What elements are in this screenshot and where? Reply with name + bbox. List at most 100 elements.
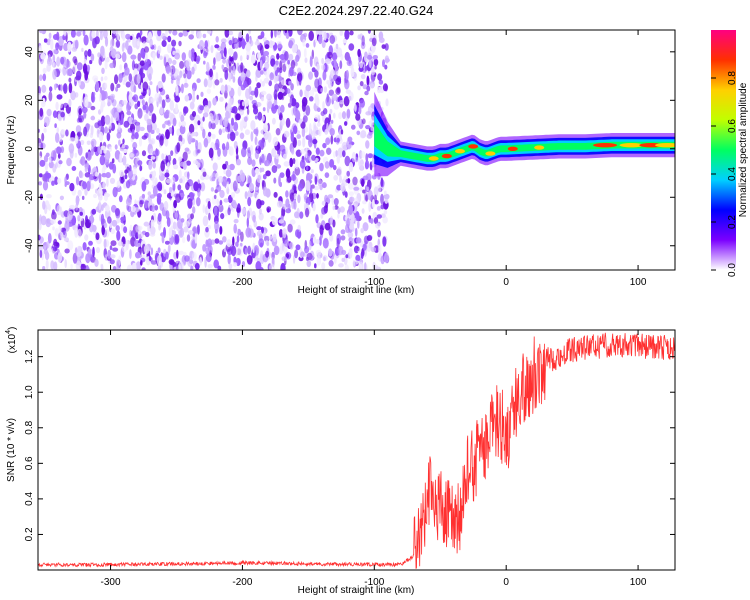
heatmap-cell xyxy=(316,63,320,72)
heatmap-cell xyxy=(222,163,227,170)
heatmap-cell xyxy=(241,38,246,50)
heatmap-cell xyxy=(275,60,279,66)
heatmap-cell xyxy=(135,261,142,270)
heatmap-cell xyxy=(70,90,76,101)
heatmap-cell xyxy=(310,169,314,174)
heatmap-cell xyxy=(336,47,343,58)
heatmap-cell xyxy=(122,138,125,145)
heatmap-cell xyxy=(75,176,80,186)
heatmap-cell xyxy=(156,255,163,266)
heatmap-cell xyxy=(214,220,219,231)
heatmap-cell xyxy=(115,86,119,92)
heatmap-cell xyxy=(321,262,326,270)
heatmap-cell xyxy=(287,59,290,65)
heatmap-cell xyxy=(263,123,269,133)
heatmap-cell xyxy=(123,226,128,234)
heatmap-cell xyxy=(290,97,297,107)
heatmap-cell xyxy=(207,77,213,88)
heatmap-cell xyxy=(188,123,195,135)
heatmap-cell xyxy=(171,39,177,47)
heatmap-cell xyxy=(116,180,121,189)
heatmap-cell xyxy=(141,238,145,245)
heatmap-cell xyxy=(325,202,329,209)
heatmap-cell xyxy=(309,56,313,68)
heatmap-cell xyxy=(53,261,58,270)
heatmap-cell xyxy=(103,149,107,154)
heatmap-cell xyxy=(342,38,348,44)
heatmap-cell xyxy=(69,204,75,209)
heatmap-cell xyxy=(282,63,287,73)
heatmap-cell xyxy=(184,221,191,227)
heatmap-cell xyxy=(114,111,120,122)
heatmap-cell xyxy=(58,35,64,46)
heatmap-cell xyxy=(128,153,135,158)
heatmap-cell xyxy=(285,32,290,39)
heatmap-cell xyxy=(357,48,361,58)
heatmap-cell xyxy=(360,227,365,234)
heatmap-cell xyxy=(103,191,109,202)
ridge-peak xyxy=(485,151,496,156)
heatmap-cell xyxy=(361,35,365,47)
heatmap-cell xyxy=(341,111,347,120)
heatmap-cell xyxy=(373,58,379,66)
heatmap-cell xyxy=(68,82,73,94)
heatmap-cell xyxy=(43,245,47,251)
heatmap-cell xyxy=(289,66,294,77)
heatmap-cell xyxy=(336,237,340,249)
heatmap-cell xyxy=(62,227,66,236)
colorbar-tick-label: 0.6 xyxy=(727,119,738,133)
heatmap-cell xyxy=(330,119,334,124)
heatmap-cell xyxy=(283,153,287,160)
heatmap-cell xyxy=(108,161,114,170)
heatmap-cell xyxy=(211,133,216,139)
heatmap-cell xyxy=(232,236,235,246)
heatmap-cell xyxy=(302,39,306,47)
heatmap-cell xyxy=(176,128,181,137)
heatmap-cell xyxy=(58,160,63,165)
y-tick-label: 0 xyxy=(24,146,35,152)
heatmap-cell xyxy=(357,85,361,91)
heatmap-cell xyxy=(323,31,327,41)
heatmap-cell xyxy=(333,198,339,206)
figure-title: C2E2.2024.297.22.40.G24 xyxy=(279,3,434,18)
heatmap-cell xyxy=(358,105,362,115)
heatmap-cell xyxy=(219,96,224,102)
heatmap-cell xyxy=(125,240,129,251)
heatmap-cell xyxy=(341,257,345,262)
heatmap-cell xyxy=(300,148,306,154)
heatmap-cell xyxy=(329,108,333,114)
heatmap-cell xyxy=(219,77,223,83)
heatmap-cell xyxy=(203,60,206,65)
heatmap-cell xyxy=(211,176,216,182)
heatmap-cell xyxy=(315,97,320,107)
heatmap-cell xyxy=(65,129,69,137)
heatmap-cell xyxy=(163,56,167,67)
heatmap-cell xyxy=(91,208,97,215)
heatmap-cell xyxy=(75,195,80,206)
heatmap-cell xyxy=(178,250,184,255)
heatmap-cell xyxy=(139,126,145,132)
heatmap-cell xyxy=(182,30,189,37)
heatmap-cell xyxy=(130,205,136,213)
heatmap-cell xyxy=(159,105,164,115)
heatmap-cell xyxy=(187,198,193,209)
heatmap-cell xyxy=(81,47,84,53)
heatmap-cell xyxy=(233,51,238,61)
heatmap-cell xyxy=(348,204,353,216)
heatmap-cell xyxy=(339,206,345,213)
heatmap-cell xyxy=(226,141,230,151)
heatmap-cell xyxy=(239,55,243,62)
heatmap-cell xyxy=(280,215,284,220)
heatmap-cell xyxy=(197,104,204,114)
heatmap-cell xyxy=(115,53,121,59)
heatmap-cell xyxy=(378,37,385,43)
heatmap-cell xyxy=(261,153,265,164)
heatmap-cell xyxy=(353,186,360,191)
heatmap-cell xyxy=(48,32,52,39)
heatmap-cell xyxy=(302,137,306,148)
heatmap-cell xyxy=(90,53,95,62)
heatmap-cell xyxy=(326,147,332,155)
heatmap-cell xyxy=(228,263,233,270)
heatmap-cell xyxy=(94,36,100,45)
